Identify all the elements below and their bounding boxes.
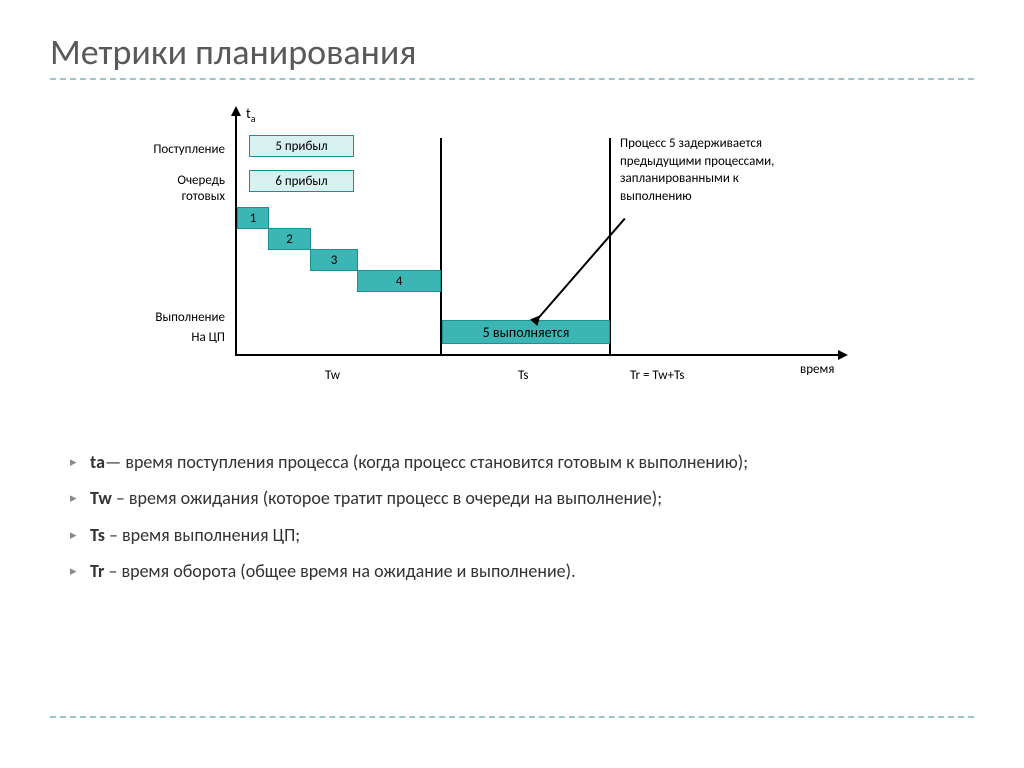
bullet-tw: Tw – время ожидания (которое тратит проц… — [70, 486, 974, 510]
bullet-list: ta— время поступления процесса (когда пр… — [70, 450, 974, 583]
row-label-exec1: Выполнение — [135, 310, 225, 326]
bullet-tr: Tr – время оборота (общее время на ожида… — [70, 559, 974, 583]
scheduling-diagram: ta Поступление Очередь готовых Выполнени… — [140, 110, 900, 420]
y-axis-label: ta — [246, 105, 256, 125]
block-4: 4 — [357, 270, 441, 292]
bullet-ts: Ts – время выполнения ЦП; — [70, 523, 974, 547]
block-3: 3 — [310, 249, 358, 271]
x-axis — [235, 354, 840, 356]
block-arrived-5: 5 прибыл — [249, 135, 354, 157]
y-axis-arrow — [231, 106, 241, 116]
x-axis-label: время — [800, 362, 834, 377]
block-1: 1 — [237, 207, 269, 229]
title-underline — [50, 78, 974, 80]
row-label-arrival: Поступление — [135, 142, 225, 158]
x-label-tr: Tr = Tw+Ts — [630, 368, 684, 383]
bullet-ta: ta— время поступления процесса (когда пр… — [70, 450, 974, 474]
row-label-exec2: На ЦП — [135, 330, 225, 346]
footer-divider — [50, 716, 974, 718]
block-2: 2 — [268, 228, 311, 250]
annotation-text: Процесс 5 задерживается предыдущими проц… — [620, 135, 810, 205]
block-arrived-6: 6 прибыл — [249, 170, 354, 192]
block-exec-5: 5 выполняется — [442, 320, 610, 344]
x-label-tw: Tw — [325, 368, 340, 383]
y-axis — [235, 110, 237, 355]
page-title: Метрики планирования — [50, 30, 974, 74]
row-label-queue: Очередь готовых — [135, 173, 225, 204]
x-label-ts: Ts — [518, 368, 528, 383]
x-axis-arrow — [838, 350, 848, 360]
annotation-arrow-line — [536, 218, 626, 321]
